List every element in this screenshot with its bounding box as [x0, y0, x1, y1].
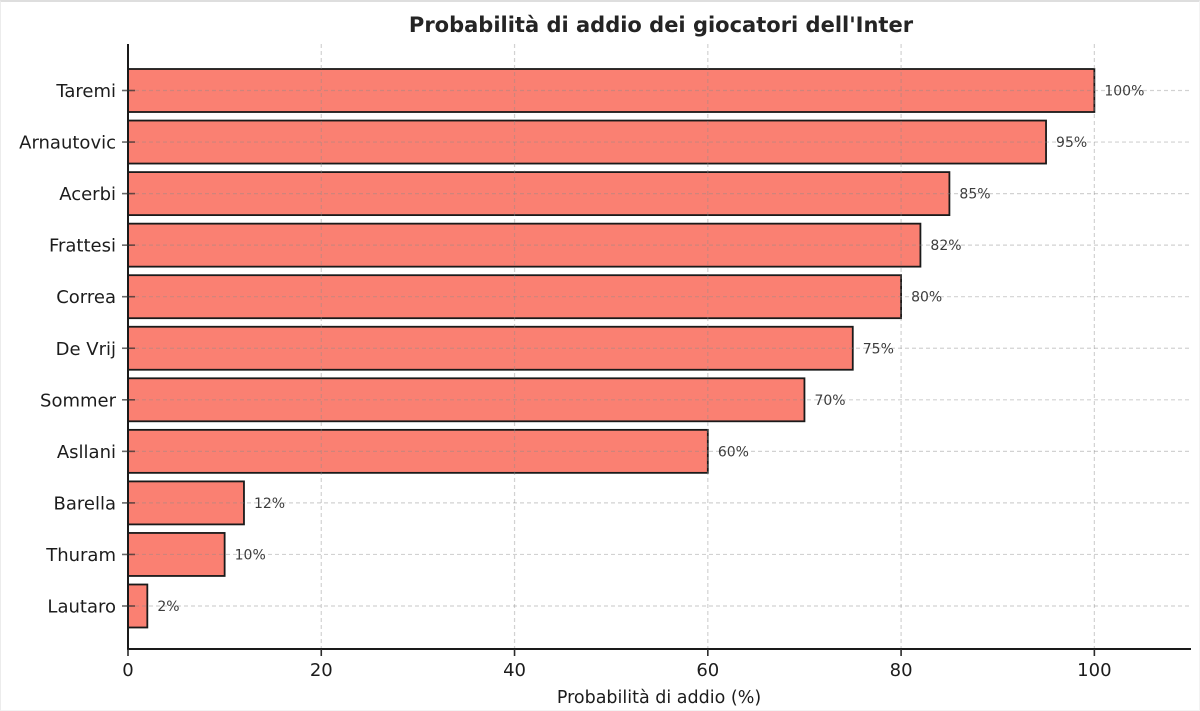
y-tick-label: Acerbi [59, 184, 116, 205]
bar [127, 274, 902, 320]
bar [127, 222, 922, 268]
x-tick-label: 100 [1077, 660, 1111, 681]
y-tick-label: Lautaro [47, 597, 116, 618]
bar-value-label: 85% [959, 187, 990, 203]
bar [127, 171, 951, 217]
y-tick-label: Correa [56, 287, 116, 308]
x-tick-label: 20 [310, 660, 333, 681]
bar-value-label: 95% [1056, 135, 1087, 151]
y-tick-label: De Vrij [56, 339, 116, 360]
y-tick-label: Barella [54, 493, 117, 514]
x-tick-label: 0 [122, 660, 133, 681]
bar-value-label: 75% [863, 341, 894, 357]
x-axis-title: Probabilità di addio (%) [557, 688, 761, 708]
bar-value-label: 80% [911, 290, 942, 306]
y-tick-label: Arnautovic [19, 133, 116, 154]
bar [127, 68, 1096, 113]
y-tick-label: Asllani [57, 442, 116, 463]
bar-value-label: 12% [254, 496, 285, 512]
x-tick-label: 60 [696, 660, 719, 681]
bar [127, 119, 1047, 165]
grid-lines-group [128, 44, 1191, 649]
y-tick-label: Taremi [55, 81, 116, 102]
x-tick-label: 80 [890, 660, 913, 681]
y-tick-label: Frattesi [49, 236, 116, 257]
bar-value-label: 82% [930, 238, 961, 254]
axis-labels-group: 0 20 40 60 80 100 Taremi Arnautovic Acerbi Fratte… [19, 81, 1144, 681]
bar [127, 377, 806, 423]
y-tick-label: Sommer [40, 390, 117, 411]
bars-group [127, 68, 1096, 629]
y-tick-label: Thuram [45, 545, 116, 566]
bar-value-label: 100% [1104, 84, 1144, 100]
bar-value-label: 70% [814, 393, 845, 409]
bar-value-label: 60% [718, 444, 749, 460]
x-tick-label: 40 [503, 660, 526, 681]
bar-value-label: 10% [235, 547, 266, 563]
chart-title: Probabilità di addio dei giocatori dell'… [409, 13, 914, 37]
bar-value-label: 2% [157, 599, 179, 615]
axes-group [122, 44, 1191, 656]
